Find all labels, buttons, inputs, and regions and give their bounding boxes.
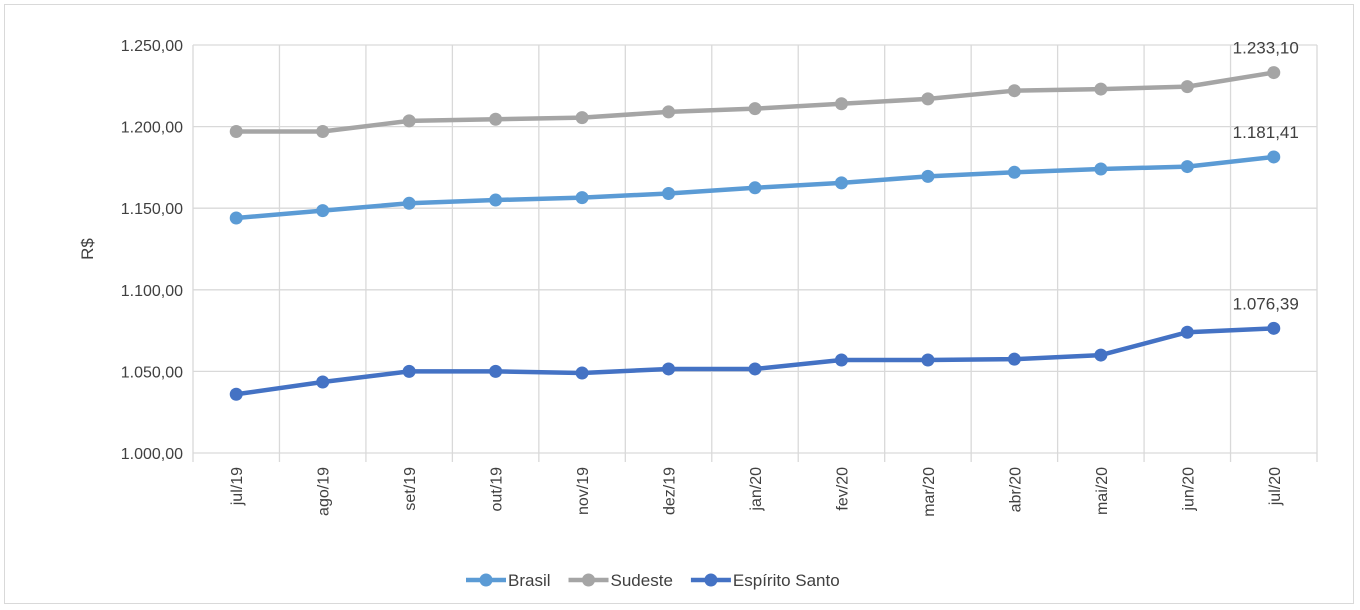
series-line-espírito-santo (233, 326, 1277, 397)
legend-item: Sudeste (568, 571, 673, 590)
x-tick-label: jul/19 (229, 467, 246, 506)
legend-label: Brasil (508, 571, 551, 590)
x-tick-label: jul/20 (1267, 467, 1284, 506)
data-point (1180, 80, 1194, 94)
y-tick-label: 1.000,00 (121, 446, 183, 463)
data-point (662, 362, 676, 376)
chart-frame (4, 4, 1354, 604)
data-point (489, 364, 503, 378)
data-point (834, 353, 848, 367)
legend-swatch-marker (582, 573, 596, 587)
data-point (1094, 82, 1108, 96)
y-tick-label: 1.250,00 (121, 38, 183, 55)
data-point (1094, 162, 1108, 176)
x-tick-label: abr/20 (1007, 467, 1024, 512)
data-point (1180, 325, 1194, 339)
data-point (748, 181, 762, 195)
x-tick-label: mai/20 (1094, 467, 1111, 515)
x-tick-label: fev/20 (834, 467, 851, 511)
data-label-end: 1.233,10 (1233, 39, 1299, 58)
data-point (1180, 160, 1194, 174)
y-tick-label: 1.050,00 (121, 364, 183, 381)
data-point (1007, 84, 1021, 98)
data-point (489, 112, 503, 126)
data-point (1007, 352, 1021, 366)
data-point (229, 387, 243, 401)
data-point (921, 353, 935, 367)
y-tick-label: 1.100,00 (121, 283, 183, 300)
data-point (748, 102, 762, 116)
data-point (402, 196, 416, 210)
data-point (921, 169, 935, 183)
legend: Brasil Sudeste Espírito Santo (466, 571, 840, 590)
y-axis: 1.000,00 1.050,00 1.100,00 1.150,00 1.200,00… (121, 38, 183, 463)
data-point (402, 114, 416, 128)
y-tick-label: 1.150,00 (121, 201, 183, 218)
data-point (402, 364, 416, 378)
series (229, 66, 1281, 401)
x-tick-label: mar/20 (921, 467, 938, 517)
legend-swatch-marker (704, 573, 718, 587)
data-label-end: 1.181,41 (1233, 123, 1299, 142)
data-point (316, 124, 330, 138)
data-point (316, 375, 330, 389)
data-point (1007, 165, 1021, 179)
series-line-sudeste (233, 70, 1277, 134)
x-tick-label: set/19 (402, 467, 419, 511)
x-tick-label: nov/19 (575, 467, 592, 515)
data-labels: 1.181,41 1.233,10 1.076,39 (1233, 39, 1299, 314)
legend-label: Espírito Santo (733, 571, 840, 590)
legend-item: Espírito Santo (690, 571, 840, 590)
y-axis-title: R$ (78, 238, 97, 260)
data-point (834, 176, 848, 190)
x-tick-label: ago/19 (316, 467, 333, 516)
data-point (1267, 150, 1281, 164)
data-point (229, 124, 243, 138)
data-point (834, 97, 848, 111)
data-point (316, 204, 330, 218)
data-point (575, 366, 589, 380)
legend-item: Brasil (466, 571, 551, 590)
data-point (489, 193, 503, 207)
data-point (575, 111, 589, 125)
x-tick-label: jun/20 (1180, 467, 1197, 512)
legend-swatch-marker (479, 573, 493, 587)
data-point (662, 105, 676, 119)
data-point (662, 187, 676, 201)
data-point (1094, 348, 1108, 362)
data-point (921, 92, 935, 106)
data-point (748, 362, 762, 376)
legend-label: Sudeste (611, 571, 673, 590)
x-tick-label: out/19 (489, 467, 506, 512)
data-point (1267, 66, 1281, 80)
x-tick-label: jan/20 (748, 467, 765, 512)
data-label-end: 1.076,39 (1233, 294, 1299, 313)
data-point (229, 211, 243, 225)
data-point (575, 191, 589, 205)
gridlines (192, 44, 1318, 462)
y-tick-label: 1.200,00 (121, 120, 183, 137)
data-point (1267, 321, 1281, 335)
x-axis: jul/19 ago/19 set/19 out/19 nov/19 dez/19 jan/… (229, 467, 1284, 517)
x-tick-label: dez/19 (662, 467, 679, 515)
